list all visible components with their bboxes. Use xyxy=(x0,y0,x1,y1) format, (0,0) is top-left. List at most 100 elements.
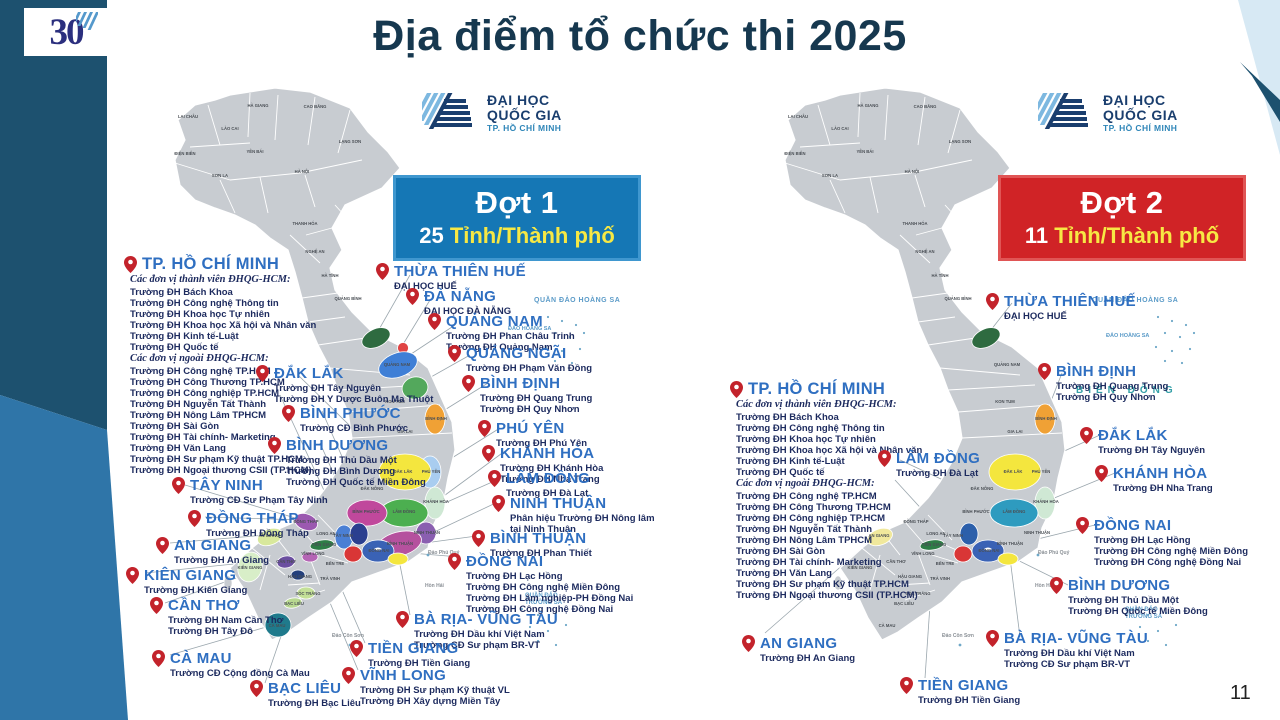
province-name: BÌNH THUẬN xyxy=(490,530,587,547)
map-pin-icon xyxy=(472,530,485,547)
map-province-label: NINH THUẬN xyxy=(1024,530,1050,535)
province-name: KIÊN GIANG xyxy=(144,567,237,584)
map-province-label: LONG AN xyxy=(926,531,945,536)
map-province-label: LÀO CAI xyxy=(221,126,238,131)
map-pin-icon xyxy=(448,553,461,570)
school-name: Trường CĐ Sư Phạm Tây Ninh xyxy=(190,495,328,506)
location-ba-ria-vung-tau: BÀ RỊA- VŨNG TÀU Trường ĐH Dầu khí Việt N… xyxy=(396,611,558,651)
school-name: Trường ĐH Quốc tế xyxy=(130,342,219,353)
school-name: Trường CĐ Sư phạm BR-VT xyxy=(414,640,541,651)
location-tien-giang: TIỀN GIANG Trường ĐH Tiền Giang xyxy=(350,640,470,669)
map-province-label: PHÚ YÊN xyxy=(1032,469,1051,474)
school-name: Trường ĐH Khoa học Xã hội và Nhân văn xyxy=(736,445,923,456)
truong-sa-label: QUẦN ĐẢO TRƯỜNG SA xyxy=(1125,607,1163,620)
location-dak-lak: ĐẮK LẮK Trường ĐH Tây Nguyên xyxy=(1080,427,1205,456)
province-name: CÀ MAU xyxy=(170,650,232,667)
province-name: BÌNH DƯƠNG xyxy=(286,437,389,454)
province-name: CẦN THƠ xyxy=(168,597,240,614)
page-number: 11 xyxy=(1230,682,1251,704)
location-an-giang: AN GIANG Trường ĐH An Giang xyxy=(742,635,855,664)
province-name: ĐẮK LẮK xyxy=(1098,427,1168,444)
phu-quy-label: Đảo Phú Quý xyxy=(428,550,460,556)
vnu-hcm-logo: ĐẠI HỌC QUỐC GIA TP. HỒ CHÍ MINH xyxy=(1038,91,1178,135)
map-province-label: YÊN BÁI xyxy=(857,149,874,154)
map-province-label: TÂY NINH xyxy=(943,533,963,538)
vnu-logo-line2: QUỐC GIA xyxy=(487,107,562,123)
location-kien-giang: KIÊN GIANG Trường ĐH Kiên Giang xyxy=(126,567,247,596)
map-province-label: BẾN TRE xyxy=(936,561,955,566)
map-province-label: GIA LAI xyxy=(1007,429,1022,434)
vietnam-map-dot-1: LAI CHÂU HÀ GIANG CAO BẰNG LÀO CAI ĐIỆN BIÊN… xyxy=(144,87,586,684)
province-name: TÂY NINH xyxy=(190,477,263,494)
banner-dot-2: Đợt 2 11 Tỉnh/Thành phố xyxy=(998,175,1246,261)
map-province-label: CẦN THƠ xyxy=(886,559,906,564)
map-province-label: LÂM ĐỒNG xyxy=(393,509,416,514)
school-name: Trường ĐH Sư phạm Kỹ thuật VL xyxy=(360,685,510,696)
school-name: Trường ĐH Kinh tế-Luật xyxy=(130,331,239,342)
map-province-label: HÀ GIANG xyxy=(858,103,879,108)
school-name: Trường ĐH Nguyễn Tất Thành xyxy=(736,524,873,535)
map-province-label: ĐẮK LẮK xyxy=(394,469,413,474)
province-name: TIỀN GIANG xyxy=(368,640,459,657)
map-pin-icon xyxy=(1050,577,1063,594)
province-name: QUẢNG NGÃI xyxy=(466,345,567,362)
school-name: Trường ĐH Quy Nhơn xyxy=(1056,392,1156,403)
map-province-label: KIÊN GIANG xyxy=(848,565,873,570)
province-name: VĨNH LONG xyxy=(360,667,447,684)
school-name: Trường ĐH Sư phạm Kỹ thuật TP.HCM xyxy=(736,579,909,590)
school-name: Trường ĐH Tây Nguyên xyxy=(1098,445,1206,456)
map-province-label: QUẢNG BÌNH xyxy=(945,296,972,301)
school-name: Trường ĐH Quốc tế Miền Đông xyxy=(1068,606,1208,617)
location-tp-ho-chi-minh: TP. HỒ CHÍ MINH Các đơn vị thành viên ĐHQ… xyxy=(730,380,922,601)
map-pin-icon xyxy=(268,437,281,454)
vnu-logo-mark-icon xyxy=(422,93,472,129)
map-pin-icon xyxy=(488,470,501,487)
map-province-label: ĐỒNG THÁP xyxy=(903,519,928,524)
map-province-label: GIA LAI xyxy=(397,429,412,434)
map-province-label: ĐIỆN BIÊN xyxy=(174,151,195,156)
colored-provinces-dot-2 xyxy=(867,327,1056,566)
school-name: Trường ĐH Công nghệ TP.HCM xyxy=(130,366,271,377)
school-name: Trường ĐH Công nghệ Miền Đông xyxy=(1094,546,1249,557)
map-province-label: BẾN TRE xyxy=(326,561,345,566)
province-name: THỪA THIÊN HUẾ xyxy=(1004,293,1136,310)
province-name: AN GIANG xyxy=(174,537,252,554)
map-province-label: LẠNG SƠN xyxy=(949,139,971,144)
map-panel-dot-2: LAI CHÂU HÀ GIANG CAO BẰNG LÀO CAI ĐIỆN BIÊN… xyxy=(720,85,1278,720)
school-name: Trường ĐH Văn Lang xyxy=(130,443,226,454)
location-binh-dinh: BÌNH ĐỊNH Trường ĐH Quang Trung Trường ĐH … xyxy=(462,375,592,415)
logo-30-text: 30 xyxy=(49,11,85,53)
school-name: Trường ĐH Tài chính- Marketing xyxy=(736,557,882,568)
location-binh-phuoc: BÌNH PHƯỚC Trường CĐ Bình Phước xyxy=(282,405,408,434)
school-name: Trường ĐH Tây Nguyên xyxy=(274,383,382,394)
map-province-label: CAO BẰNG xyxy=(304,104,327,109)
school-name: Trường ĐH Nguyễn Tất Thành xyxy=(130,399,267,410)
banner-count: 11 xyxy=(1024,223,1049,248)
location-dak-lak: ĐẮK LẮK Trường ĐH Tây Nguyên Trường ĐH Y D… xyxy=(256,365,433,405)
school-name: Trường ĐH Kiên Giang xyxy=(144,585,248,596)
vnu-hcm-logo: ĐẠI HỌC QUỐC GIA TP. HỒ CHÍ MINH xyxy=(422,91,562,135)
school-name: Trường CĐ Sư phạm BR-VT xyxy=(1004,659,1131,670)
location-ca-mau: CÀ MAU Trường CĐ Cộng đồng Cà Mau xyxy=(152,650,310,679)
location-dong-nai: ĐỒNG NAI Trường ĐH Lạc Hồng Trường ĐH Công… xyxy=(448,553,633,615)
map-province-label: TRÀ VINH xyxy=(930,576,950,581)
map-province-label: VĨNH LONG xyxy=(911,551,934,556)
bien-dong-label: BIỂN ĐÔNG xyxy=(1076,385,1178,396)
school-name: Trường CĐ Bình Phước xyxy=(300,423,409,434)
school-name: Trường ĐH Tài chính- Marketing xyxy=(130,432,276,443)
phu-quy-label: Đảo Phú Quý xyxy=(1038,550,1070,556)
school-name: Trường ĐH Ngoại thương CSII (TP.HCM) xyxy=(736,590,918,601)
map-province-label: KHÁNH HÒA xyxy=(1033,499,1059,504)
map-province-label: ĐẮK NÔNG xyxy=(971,486,994,491)
school-name: Trường ĐH Khoa học Tự nhiên xyxy=(130,309,270,320)
map-province-label: SƠN LA xyxy=(822,173,838,178)
map-province-label: HÀ NỘI xyxy=(295,169,310,174)
map-province-label: KON TUM xyxy=(995,399,1015,404)
map-province-label: KON TUM xyxy=(385,399,405,404)
school-name: Trường ĐH Quang Trung xyxy=(480,393,593,404)
map-pin-icon xyxy=(482,445,495,462)
province-name: TIỀN GIANG xyxy=(918,677,1009,694)
hoang-sa-label: QUẦN ĐẢO HOÀNG SA xyxy=(534,297,621,304)
school-name: Trường ĐH Nông Lâm TPHCM xyxy=(736,535,873,546)
